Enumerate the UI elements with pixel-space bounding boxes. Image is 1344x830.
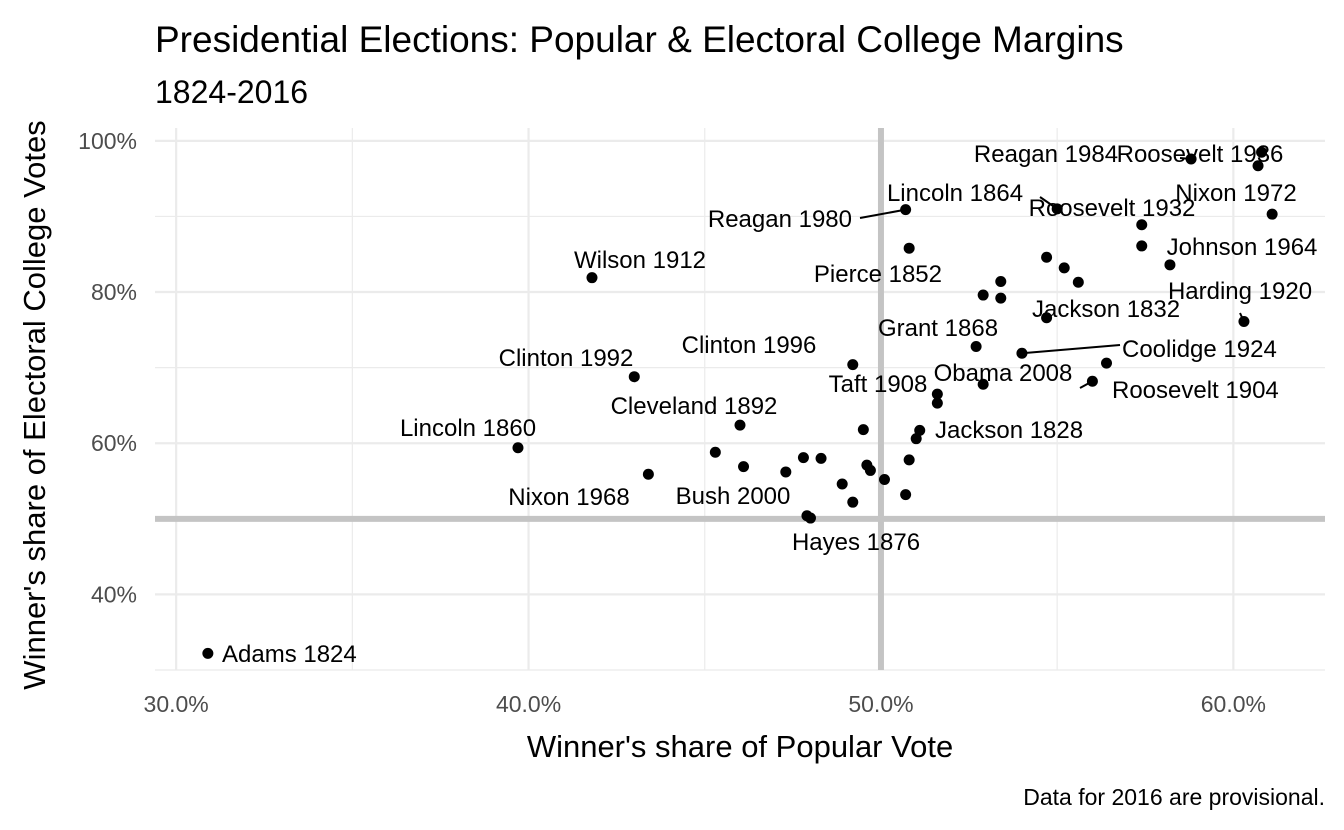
scatter-point xyxy=(1041,312,1053,324)
y-axis-label: Winner's share of Electoral College Vote… xyxy=(17,120,52,689)
scatter-point xyxy=(995,292,1007,304)
point-label: Nixon 1972 xyxy=(1175,180,1296,207)
reference-lines xyxy=(155,128,1325,670)
point-label: Reagan 1984 xyxy=(974,141,1118,168)
scatter-point xyxy=(1252,160,1264,172)
y-tick-label: 80% xyxy=(91,279,137,305)
y-tick-label: 60% xyxy=(91,430,137,456)
chart-caption: Data for 2016 are provisional. xyxy=(1023,784,1325,810)
point-label: Obama 2008 xyxy=(934,360,1073,387)
y-tick-label: 100% xyxy=(78,128,137,154)
point-label: Johnson 1964 xyxy=(1167,234,1318,261)
scatter-point xyxy=(1101,357,1113,369)
scatter-point xyxy=(1185,153,1197,165)
point-label: Coolidge 1924 xyxy=(1122,336,1277,363)
scatter-point xyxy=(847,359,859,371)
scatter-point xyxy=(1136,240,1148,252)
scatter-point xyxy=(1041,251,1053,263)
point-label: Pierce 1852 xyxy=(814,261,942,288)
point-label: Taft 1908 xyxy=(829,371,928,398)
scatter-point xyxy=(815,452,827,464)
y-tick-label: 40% xyxy=(91,581,137,607)
point-label: Roosevelt 1936 xyxy=(1117,141,1284,168)
scatter-point xyxy=(1016,347,1028,359)
label-leader-line xyxy=(1021,344,1121,355)
x-axis-label: Winner's share of Popular Vote xyxy=(527,729,953,764)
x-tick-label: 60.0% xyxy=(1201,691,1266,717)
point-label: Harding 1920 xyxy=(1168,278,1312,305)
scatter-point xyxy=(738,461,750,473)
point-label: Grant 1868 xyxy=(878,315,998,342)
scatter-point xyxy=(977,378,989,390)
scatter-point xyxy=(780,466,792,478)
point-label: Clinton 1992 xyxy=(499,345,634,372)
scatter-point xyxy=(836,478,848,490)
scatter-point xyxy=(864,464,876,476)
point-label: Clinton 1996 xyxy=(682,332,817,359)
scatter-point xyxy=(900,204,912,216)
scatter-point xyxy=(903,454,915,466)
scatter-point xyxy=(857,424,869,436)
scatter-point xyxy=(1266,208,1278,220)
scatter-point xyxy=(512,442,524,454)
scatter-point xyxy=(202,647,214,659)
scatter-point xyxy=(1086,375,1098,387)
scatter-point xyxy=(1136,219,1148,231)
axis-ticks: 30.0% 40.0% 50.0% 60.0% 40% 60% 80% 100% xyxy=(78,128,1266,717)
scatter-point xyxy=(995,275,1007,287)
point-label: Roosevelt 1932 xyxy=(1029,195,1196,222)
scatter-point xyxy=(1051,203,1063,215)
scatter-point xyxy=(642,468,654,480)
point-label: Jackson 1828 xyxy=(935,417,1083,444)
scatter-point xyxy=(847,496,859,508)
point-label: Wilson 1912 xyxy=(574,247,706,274)
scatter-point xyxy=(797,452,809,464)
point-label: Cleveland 1892 xyxy=(611,393,778,420)
point-label: Lincoln 1860 xyxy=(400,415,536,442)
x-tick-label: 40.0% xyxy=(496,691,561,717)
scatter-point xyxy=(910,433,922,445)
scatter-point xyxy=(931,397,943,409)
scatter-point xyxy=(586,272,598,284)
scatter-point xyxy=(878,474,890,486)
point-label: Hayes 1876 xyxy=(792,529,920,556)
scatter-point xyxy=(1238,316,1250,328)
scatter-point xyxy=(970,340,982,352)
x-tick-label: 30.0% xyxy=(144,691,209,717)
data-points xyxy=(202,146,1278,659)
point-label: Roosevelt 1904 xyxy=(1112,377,1279,404)
scatter-point xyxy=(903,242,915,254)
scatter-point xyxy=(931,388,943,400)
scatter-point xyxy=(914,424,926,436)
scatter-point xyxy=(1058,262,1070,274)
chart-title: Presidential Elections: Popular & Electo… xyxy=(155,19,1124,60)
label-leader-line xyxy=(859,208,906,219)
scatter-point xyxy=(734,419,746,431)
point-label: Bush 2000 xyxy=(676,483,791,510)
scatter-point xyxy=(900,489,912,501)
scatter-point xyxy=(1164,259,1176,271)
scatter-point xyxy=(977,289,989,301)
point-label: Adams 1824 xyxy=(222,641,357,668)
point-label: Reagan 1980 xyxy=(708,206,852,233)
point-labels: Adams 1824 Jackson 1828 Jackson 1832 Pierce… xyxy=(222,141,1317,668)
point-label: Nixon 1968 xyxy=(508,484,629,511)
scatter-point xyxy=(628,371,640,383)
grid xyxy=(155,128,1325,671)
scatter-point xyxy=(1072,276,1084,288)
scatter-point xyxy=(709,446,721,458)
x-tick-label: 50.0% xyxy=(848,691,913,717)
point-label: Jackson 1832 xyxy=(1032,296,1180,323)
scatter-point xyxy=(1256,146,1268,158)
chart-subtitle: 1824-2016 xyxy=(155,74,308,110)
scatter-point xyxy=(801,510,813,522)
point-label: Lincoln 1864 xyxy=(887,180,1023,207)
